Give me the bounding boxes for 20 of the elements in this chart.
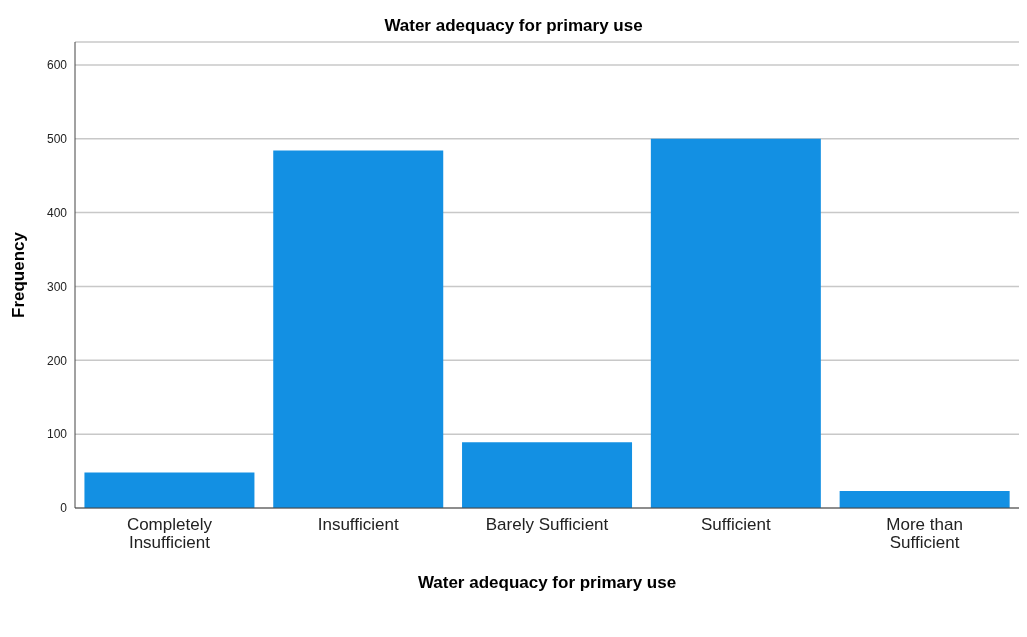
x-tick-label: Insufficient bbox=[317, 515, 399, 534]
chart-title: Water adequacy for primary use bbox=[383, 16, 644, 35]
y-axis-title: Frequency bbox=[9, 231, 29, 318]
x-tick-label: Barely Sufficient bbox=[485, 515, 609, 534]
bar bbox=[462, 442, 633, 508]
bar bbox=[839, 491, 1010, 508]
y-tick-label: 100 bbox=[46, 427, 68, 442]
x-tick-label: Completely Insufficient bbox=[126, 515, 213, 552]
bar bbox=[650, 138, 821, 508]
x-tick-label: Sufficient bbox=[700, 515, 771, 534]
y-tick-label: 600 bbox=[46, 58, 68, 73]
y-tick-label: 400 bbox=[46, 205, 68, 220]
x-tick-label: More than Sufficient bbox=[886, 515, 963, 552]
y-tick-label: 500 bbox=[46, 132, 68, 146]
y-tick-label: 0 bbox=[60, 501, 68, 516]
x-axis-title: Water adequacy for primary use bbox=[417, 573, 677, 592]
bar bbox=[273, 150, 444, 508]
y-tick-label: 300 bbox=[46, 279, 68, 294]
y-tick-label: 200 bbox=[46, 353, 68, 368]
bar bbox=[84, 472, 255, 508]
